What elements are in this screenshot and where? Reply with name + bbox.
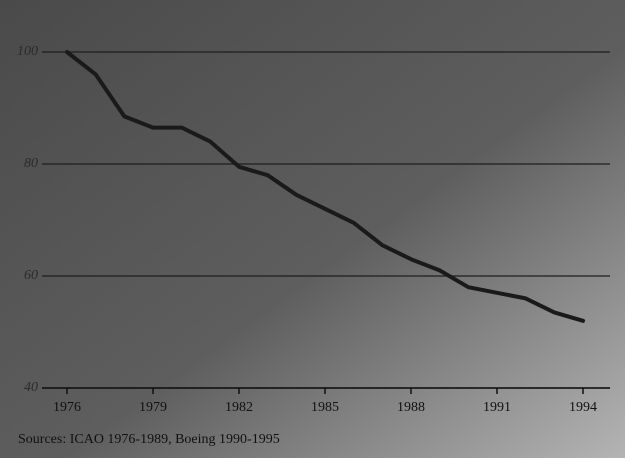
x-tick-label: 1982 xyxy=(225,400,253,415)
y-tick-label: 80 xyxy=(24,156,38,171)
x-tick-label: 1988 xyxy=(397,400,425,415)
x-tick-label: 1994 xyxy=(569,400,597,415)
x-tick-label: 1979 xyxy=(139,400,167,415)
y-tick-label: 60 xyxy=(24,268,38,283)
x-tick-label: 1976 xyxy=(53,400,81,415)
y-tick-label: 100 xyxy=(17,44,38,59)
x-tick-label: 1991 xyxy=(483,400,511,415)
y-tick-label: 40 xyxy=(24,380,38,395)
source-note: Sources: ICAO 1976-1989, Boeing 1990-199… xyxy=(18,432,280,447)
x-tick-label: 1985 xyxy=(311,400,339,415)
data-line xyxy=(65,50,585,323)
